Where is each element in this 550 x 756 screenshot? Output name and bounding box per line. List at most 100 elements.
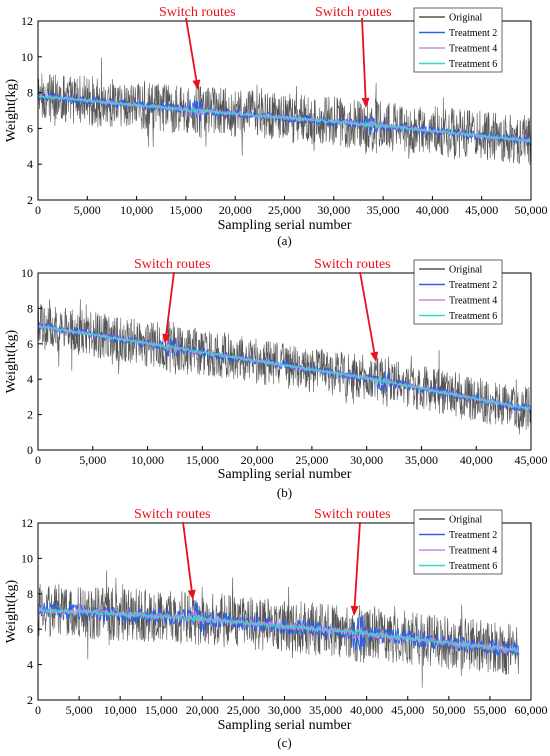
x-tick-label: 30,000: [317, 203, 350, 217]
series-line-treatment-6: [38, 94, 531, 143]
annotation-arrowhead: [162, 333, 171, 344]
switch-routes-annotation: Switch routes: [134, 507, 211, 600]
switch-routes-annotation: Switch routes: [314, 507, 391, 616]
y-tick-label: 2: [27, 193, 33, 207]
annotation-arrow: [359, 271, 376, 353]
legend-box: [413, 7, 503, 73]
series-line-original: [38, 570, 519, 688]
annotation-arrow: [353, 521, 361, 607]
x-axis-label: Sampling serial number: [218, 718, 352, 733]
x-tick-label: 0: [35, 703, 41, 717]
annotation-arrowhead: [361, 97, 370, 108]
x-tick-label: 5,000: [66, 703, 93, 717]
x-tick-label: 45,000: [515, 453, 548, 467]
x-tick-label: 25,000: [227, 703, 260, 717]
x-tick-label: 40,000: [416, 203, 449, 217]
y-tick-label: 0: [27, 443, 33, 457]
panel-label: (a): [277, 233, 291, 248]
switch-routes-annotation: Switch routes: [159, 5, 236, 90]
series-line-treatment-6: [38, 325, 531, 411]
chart-panel-2: 0 5,000 10,000 15,000 20,000 25,000 30,000 35,0…: [4, 257, 548, 500]
annotation-arrow: [182, 521, 193, 591]
y-axis-label: Weight(kg): [4, 78, 19, 142]
series-line-original: [38, 299, 531, 435]
switch-routes-annotation: Switch routes: [134, 257, 211, 344]
x-tick-label: 50,000: [515, 203, 548, 217]
x-tick-label: 45,000: [391, 703, 424, 717]
y-tick-label: 4: [27, 658, 33, 672]
legend-box: [413, 259, 503, 325]
series-line-original: [38, 57, 531, 166]
annotation-text: Switch routes: [134, 507, 211, 522]
y-axis-label: Weight(kg): [4, 579, 19, 643]
x-tick-label: 35,000: [309, 703, 342, 717]
y-tick-label: 4: [27, 372, 33, 386]
x-tick-label: 30,000: [350, 453, 383, 467]
legend-entry: Treatment 4: [449, 44, 497, 55]
x-tick-label: 30,000: [268, 703, 301, 717]
y-tick-label: 10: [21, 551, 33, 565]
plot-area: [38, 570, 520, 688]
legend-entry: Original: [449, 515, 483, 526]
series-line-treatment-6: [38, 607, 520, 653]
x-tick-label: 25,000: [295, 453, 328, 467]
legend: Original Treatment 2 Treatment 4 Treatment …: [413, 509, 503, 575]
y-tick-label: 2: [27, 693, 33, 707]
x-axis-label: Sampling serial number: [218, 467, 352, 482]
y-tick-label: 10: [21, 50, 33, 64]
y-tick-label: 10: [21, 266, 33, 280]
x-tick-label: 60,000: [515, 703, 548, 717]
plot-frame: [37, 272, 532, 451]
x-tick-label: 15,000: [186, 453, 219, 467]
y-axis-label: Weight(kg): [4, 329, 19, 393]
annotation-text: Switch routes: [314, 257, 391, 272]
y-tick-label: 6: [27, 622, 33, 636]
legend-entry: Treatment 2: [449, 280, 497, 291]
legend-entry: Treatment 6: [449, 561, 497, 572]
x-tick-label: 20,000: [219, 203, 252, 217]
annotation-arrow: [185, 17, 198, 81]
y-tick-label: 6: [27, 121, 33, 135]
x-tick-label: 25,000: [268, 203, 301, 217]
legend-box: [413, 509, 503, 575]
x-tick-label: 0: [35, 203, 41, 217]
legend-entry: Treatment 2: [449, 530, 497, 541]
legend: Original Treatment 2 Treatment 4 Treatment …: [413, 7, 503, 73]
y-tick-label: 8: [27, 86, 33, 100]
chart-panel-1: 0 5,000 10,000 15,000 20,000 25,000 30,000 35,0…: [4, 5, 548, 248]
y-tick-label: 12: [21, 516, 33, 530]
annotation-text: Switch routes: [315, 5, 392, 20]
legend-entry: Treatment 4: [449, 546, 497, 557]
x-tick-label: 5,000: [79, 453, 106, 467]
y-tick-label: 12: [21, 14, 33, 28]
plot-area: [38, 299, 531, 435]
x-axis-label: Sampling serial number: [218, 218, 352, 233]
switch-routes-annotation: Switch routes: [315, 5, 392, 108]
x-tick-label: 40,000: [350, 703, 383, 717]
x-tick-label: 10,000: [120, 203, 153, 217]
x-tick-label: 15,000: [169, 203, 202, 217]
annotation-arrowhead: [192, 79, 201, 90]
legend-entry: Treatment 2: [449, 28, 497, 39]
x-tick-label: 15,000: [145, 703, 178, 717]
annotation-arrowhead: [350, 605, 359, 616]
annotation-text: Switch routes: [314, 507, 391, 522]
y-tick-label: 6: [27, 337, 33, 351]
annotation-arrowhead: [370, 351, 379, 362]
y-tick-label: 8: [27, 587, 33, 601]
x-tick-label: 0: [35, 453, 41, 467]
x-tick-label: 55,000: [473, 703, 506, 717]
legend-entry: Treatment 4: [449, 296, 497, 307]
x-tick-label: 40,000: [460, 453, 493, 467]
annotation-arrowhead: [187, 589, 196, 600]
annotation-text: Switch routes: [134, 257, 211, 272]
x-tick-label: 10,000: [104, 703, 137, 717]
x-tick-label: 45,000: [465, 203, 498, 217]
annotation-arrow: [165, 271, 175, 335]
chart-panel-3: 0 5,000 10,000 15,000 20,000 25,000 30,000 35,0…: [4, 507, 548, 750]
legend-entry: Original: [449, 265, 483, 276]
x-tick-label: 20,000: [241, 453, 274, 467]
x-tick-label: 5,000: [74, 203, 101, 217]
annotation-arrow: [361, 17, 367, 99]
